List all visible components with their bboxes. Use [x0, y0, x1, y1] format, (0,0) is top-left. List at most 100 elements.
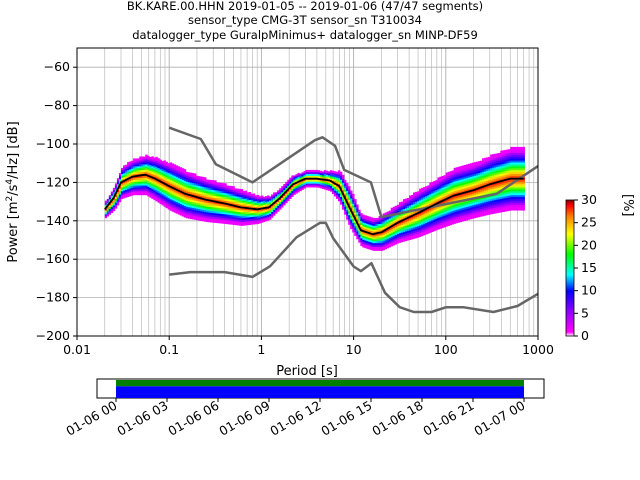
density-cell: [220, 217, 223, 220]
density-cell: [120, 192, 124, 196]
density-cell: [388, 227, 392, 231]
density-cell: [431, 208, 434, 211]
density-cell: [370, 228, 373, 232]
density-cell: [488, 176, 491, 179]
density-cell: [139, 185, 142, 188]
density-cell: [455, 184, 458, 187]
density-cell: [151, 171, 154, 174]
density-cell: [360, 241, 363, 245]
density-cell: [151, 165, 154, 169]
density-cell: [340, 198, 343, 201]
density-cell: [490, 206, 493, 209]
density-cell: [187, 212, 191, 215]
density-cell: [388, 224, 392, 227]
density-cell: [116, 191, 120, 194]
density-cell: [214, 216, 217, 220]
density-cell: [437, 210, 440, 213]
density-cell: [508, 152, 511, 156]
density-cell: [376, 221, 379, 224]
density-cell: [189, 176, 193, 179]
density-cell: [522, 162, 525, 165]
density-cell: [471, 214, 475, 217]
density-cell: [413, 215, 416, 218]
density-cell: [465, 189, 469, 192]
density-cell: [439, 222, 442, 225]
density-cell: [202, 180, 205, 183]
density-cell: [112, 193, 116, 196]
density-cell: [129, 167, 132, 170]
density-cell: [183, 190, 187, 193]
density-cell: [147, 180, 150, 183]
density-cell: [232, 207, 235, 210]
density-cell: [504, 176, 507, 180]
density-cell: [340, 181, 343, 184]
density-cell: [402, 226, 406, 229]
density-cell: [514, 189, 517, 192]
density-cell: [447, 173, 450, 177]
density-cell: [477, 209, 481, 212]
density-cell: [506, 159, 509, 162]
density-cell: [230, 205, 233, 208]
density-cell: [228, 208, 231, 211]
density-cell: [181, 168, 185, 171]
density-cell: [295, 183, 298, 186]
density-cell: [179, 211, 183, 214]
density-cell: [309, 175, 312, 178]
density-cell: [463, 211, 467, 214]
density-cell: [388, 237, 392, 240]
density-cell: [384, 241, 388, 244]
density-cell: [301, 181, 304, 185]
density-cell: [137, 189, 140, 192]
density-cell: [169, 166, 172, 169]
density-cell: [431, 225, 434, 229]
density-cell: [258, 215, 262, 218]
density-cell: [348, 191, 351, 195]
density-cell: [120, 179, 124, 182]
density-cell: [366, 246, 369, 249]
density-cell: [459, 191, 463, 194]
density-cell: [500, 200, 503, 203]
density-cell: [340, 171, 343, 174]
density-cell: [214, 189, 217, 193]
density-cell: [260, 220, 264, 223]
density-cell: [382, 219, 385, 222]
density-cell: [413, 234, 416, 237]
density-cell: [455, 192, 458, 195]
density-cell: [510, 191, 513, 194]
density-cell: [459, 168, 463, 171]
density-cell: [333, 178, 337, 182]
density-cell: [147, 188, 150, 191]
density-cell: [346, 190, 349, 193]
density-cell: [435, 208, 438, 212]
density-cell: [504, 180, 507, 183]
density-cell: [173, 193, 177, 196]
density-cell: [494, 186, 497, 189]
density-cell: [388, 231, 392, 234]
density-cell: [382, 217, 385, 220]
density-cell: [226, 204, 229, 207]
density-cell: [116, 189, 120, 192]
density-cell: [411, 223, 414, 226]
density-cell: [394, 240, 398, 243]
density-cell: [210, 212, 213, 215]
density-cell: [248, 218, 252, 222]
density-cell: [114, 204, 118, 207]
density-cell: [120, 191, 124, 194]
density-cell: [214, 203, 217, 206]
density-cell: [413, 225, 416, 228]
density-cell: [520, 204, 523, 207]
density-cell: [208, 191, 211, 194]
density-cell: [457, 208, 461, 212]
density-cell: [230, 207, 233, 210]
density-cell: [457, 182, 461, 185]
density-cell: [459, 219, 463, 223]
density-cell: [346, 206, 349, 209]
density-cell: [471, 193, 475, 196]
density-cell: [449, 188, 452, 191]
density-cell: [244, 211, 248, 214]
density-cell: [191, 201, 195, 205]
density-cell: [267, 216, 270, 219]
density-cell: [372, 235, 375, 238]
density-cell: [518, 202, 521, 205]
density-cell: [187, 197, 191, 200]
